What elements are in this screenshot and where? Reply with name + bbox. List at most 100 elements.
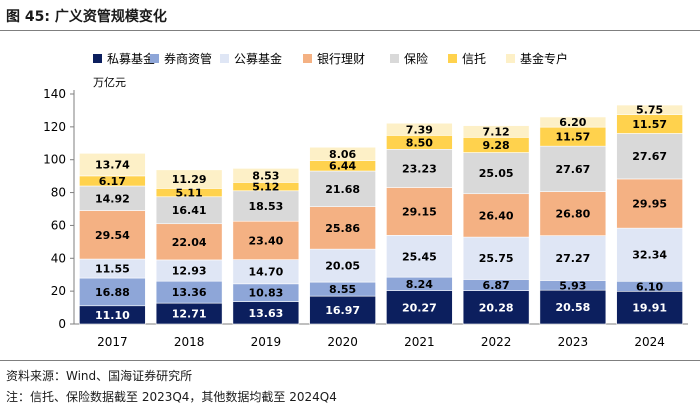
bar-value-label: 16.88 <box>95 286 130 299</box>
bar-value-label: 8.24 <box>406 278 433 291</box>
legend-label: 公募基金 <box>234 51 282 66</box>
bar-stack-2023: 20.58 5.93 27.27 26.80 27.67 11.57 6.20 <box>539 116 607 325</box>
legend-swatch <box>303 54 312 63</box>
bar-value-label: 8.53 <box>252 169 279 182</box>
bar-value-label: 7.12 <box>483 125 510 138</box>
legend-item-1: 私募基金 <box>93 51 155 66</box>
bar-value-label: 16.41 <box>172 204 207 217</box>
bar-segment <box>386 187 453 236</box>
bar-value-label: 14.92 <box>95 192 130 205</box>
bar-stack-2017: 11.10 16.88 11.55 29.54 14.92 6.17 13.74 <box>79 153 146 325</box>
y-tick-label: 120 <box>43 120 66 134</box>
top-divider <box>0 30 700 31</box>
legend-swatch <box>150 54 159 63</box>
bar-segment <box>232 168 300 183</box>
bar-value-label: 11.57 <box>555 131 590 144</box>
bar-value-label: 25.05 <box>479 167 514 180</box>
legend-label: 私募基金 <box>107 51 155 66</box>
bar-segment <box>616 227 683 282</box>
bar-value-label: 10.83 <box>248 287 283 300</box>
bar-value-label: 9.28 <box>483 139 510 152</box>
bar-value-label: 5.75 <box>636 104 663 117</box>
y-tick-label: 40 <box>51 251 66 265</box>
y-tick-label: 60 <box>51 218 66 232</box>
bar-value-label: 27.67 <box>632 150 667 163</box>
legend-label: 券商资管 <box>164 51 212 66</box>
legend-swatch <box>220 54 229 63</box>
bar-segment <box>232 190 300 222</box>
bar-segment <box>79 277 146 307</box>
legend-item-2: 券商资管 <box>150 51 212 66</box>
bar-segment <box>309 146 376 161</box>
x-tick-label: 2023 <box>558 335 589 349</box>
bar-stack-2024: 19.91 6.10 32.34 29.95 27.67 11.575.75 <box>616 104 683 325</box>
bar-value-label: 29.15 <box>402 205 437 218</box>
legend-item-7: 基金专户 <box>506 51 568 66</box>
bar-value-label: 6.20 <box>559 116 586 129</box>
data-cutoff-note: 注：信托、保险数据截至 2023Q4，其他数据均截至 2024Q4 <box>6 390 337 404</box>
chart-legend: 私募基金 券商资管 公募基金 银行理财 保险 信托 基金专户 <box>93 51 568 66</box>
legend-swatch <box>390 54 399 63</box>
bottom-divider <box>0 360 700 361</box>
y-axis-unit-label: 万亿元 <box>93 76 126 89</box>
bar-value-label: 20.05 <box>325 260 360 273</box>
bar-segment <box>232 259 300 285</box>
bar-stack-2020: 16.97 8.55 20.05 25.86 21.68 6.448.06 <box>309 146 376 325</box>
bar-value-label: 11.55 <box>95 263 130 276</box>
bar-segment <box>616 178 683 229</box>
x-tick-label: 2024 <box>634 335 665 349</box>
bar-value-label: 6.10 <box>636 280 663 293</box>
bar-value-label: 25.75 <box>479 252 514 265</box>
bar-segment <box>539 235 607 281</box>
bar-value-label: 25.45 <box>402 250 437 263</box>
bar-value-label: 5.12 <box>252 181 279 194</box>
y-tick-label: 80 <box>51 186 66 200</box>
y-tick-label: 20 <box>51 284 66 298</box>
bar-value-label: 21.68 <box>325 183 360 196</box>
bar-segment <box>386 148 453 188</box>
bar-value-label: 14.70 <box>248 266 283 279</box>
bar-value-label: 12.71 <box>172 308 207 321</box>
x-tick-label: 2018 <box>174 335 205 349</box>
bar-value-label: 13.36 <box>172 286 207 299</box>
bar-segment <box>539 191 607 236</box>
bar-value-label: 5.11 <box>176 187 203 200</box>
bar-segment <box>309 295 376 325</box>
bar-value-label: 11.57 <box>632 118 667 131</box>
bar-value-label: 8.55 <box>329 283 356 296</box>
legend-item-6: 信托 <box>448 52 486 66</box>
bar-value-label: 16.97 <box>325 304 360 317</box>
stacked-bar-chart: 私募基金 券商资管 公募基金 银行理财 保险 信托 基金专户 万亿元 0 20 40 60 80 10… <box>43 51 688 349</box>
bar-value-label: 26.40 <box>479 209 514 222</box>
y-tick-label: 0 <box>58 317 66 331</box>
bar-value-label: 20.27 <box>402 301 437 314</box>
bar-value-label: 12.93 <box>172 265 207 278</box>
bar-value-label: 27.27 <box>555 252 590 265</box>
bar-value-label: 27.67 <box>555 163 590 176</box>
bar-segment <box>539 145 607 192</box>
legend-label: 银行理财 <box>317 52 365 66</box>
x-tick-label: 2020 <box>327 335 358 349</box>
bar-value-label: 6.17 <box>99 175 126 188</box>
bar-value-label: 20.58 <box>555 301 590 314</box>
bar-value-label: 25.86 <box>325 222 360 235</box>
bar-segment <box>616 290 683 325</box>
bar-value-label: 22.04 <box>172 236 207 249</box>
legend-item-3: 公募基金 <box>220 51 282 66</box>
bar-segment <box>79 153 146 177</box>
x-tick-label: 2019 <box>251 335 282 349</box>
bar-segment <box>616 133 683 180</box>
bar-value-label: 29.54 <box>95 229 130 242</box>
legend-item-4: 银行理财 <box>303 52 365 66</box>
bar-value-label: 8.06 <box>329 148 356 161</box>
bar-value-label: 18.53 <box>248 200 283 213</box>
bar-value-label: 23.23 <box>402 162 437 175</box>
bar-value-label: 11.10 <box>95 309 130 322</box>
legend-swatch <box>448 54 457 63</box>
bar-stack-2022: 20.28 6.87 25.75 26.40 25.05 9.287.12 <box>462 125 530 325</box>
bar-value-label: 7.39 <box>406 123 433 136</box>
bar-value-label: 32.34 <box>632 249 667 262</box>
bar-value-label: 11.29 <box>172 173 207 186</box>
source-note: 资料来源：Wind、国海证券研究所 <box>6 369 193 383</box>
bar-value-label: 5.93 <box>559 279 586 292</box>
